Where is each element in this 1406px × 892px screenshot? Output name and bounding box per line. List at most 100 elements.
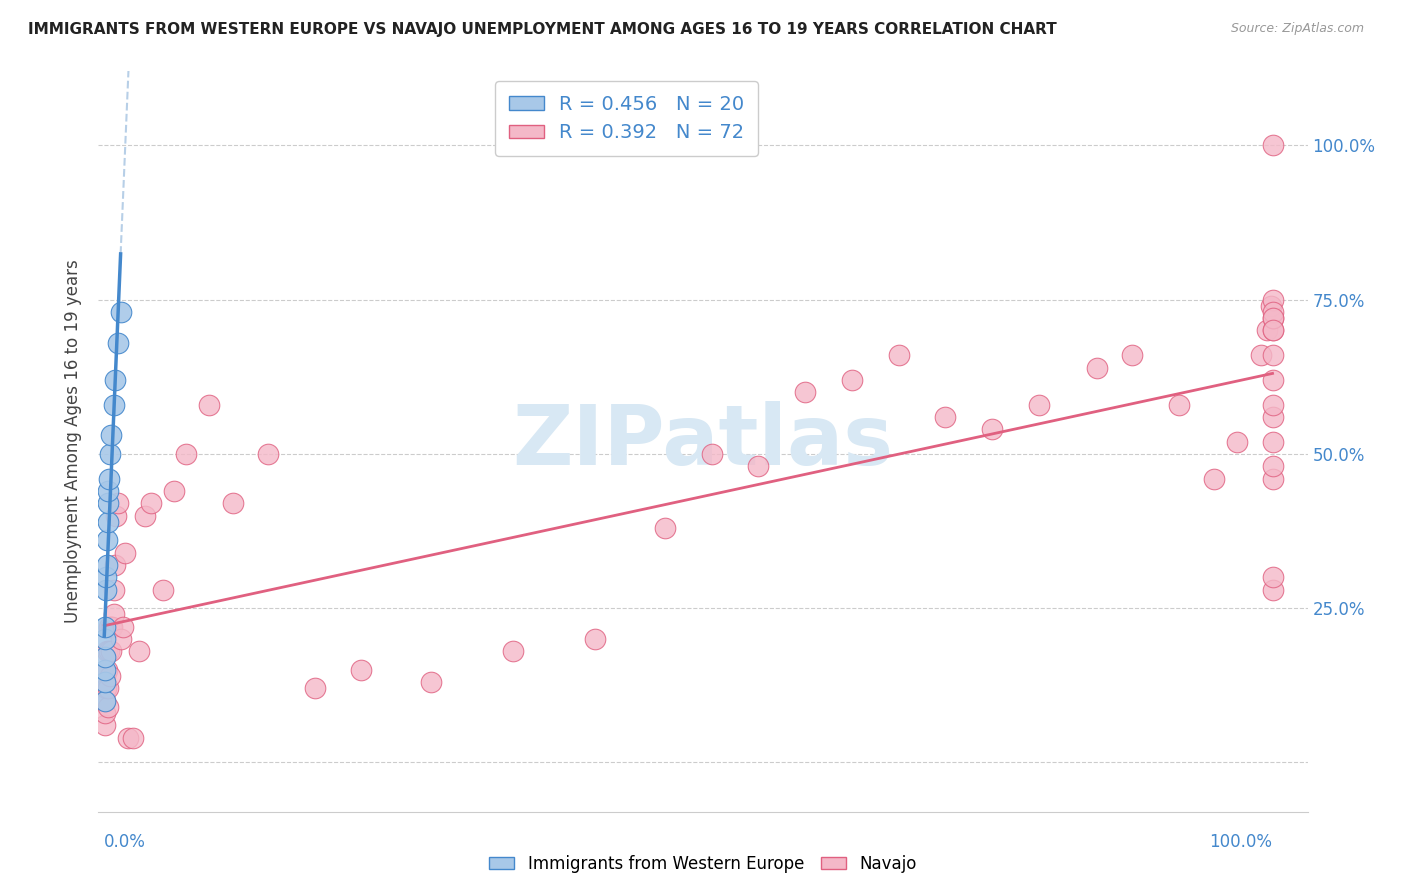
Point bbox=[94, 694, 117, 708]
Point bbox=[98, 669, 121, 683]
Point bbox=[1085, 360, 1108, 375]
Point bbox=[97, 619, 120, 633]
Point bbox=[1261, 324, 1284, 338]
Point bbox=[420, 675, 443, 690]
Point bbox=[94, 681, 117, 696]
Point bbox=[981, 422, 1004, 436]
Point bbox=[1261, 570, 1284, 584]
Point bbox=[94, 632, 117, 646]
Point bbox=[174, 447, 197, 461]
Point bbox=[94, 650, 117, 665]
Point bbox=[1261, 398, 1284, 412]
Point bbox=[198, 398, 221, 412]
Point bbox=[103, 607, 125, 622]
Point bbox=[1261, 582, 1284, 597]
Point bbox=[98, 447, 121, 461]
Point bbox=[1168, 398, 1191, 412]
Point bbox=[654, 521, 676, 535]
Point bbox=[104, 508, 127, 523]
Point bbox=[117, 731, 139, 745]
Point bbox=[747, 459, 769, 474]
Point bbox=[110, 305, 132, 319]
Point bbox=[94, 669, 117, 683]
Point bbox=[1261, 348, 1284, 362]
Point bbox=[97, 699, 120, 714]
Point bbox=[1250, 348, 1272, 362]
Text: Source: ZipAtlas.com: Source: ZipAtlas.com bbox=[1230, 22, 1364, 36]
Point bbox=[94, 675, 117, 690]
Point bbox=[152, 582, 174, 597]
Point bbox=[94, 663, 117, 677]
Point bbox=[222, 496, 245, 510]
Point bbox=[128, 644, 150, 658]
Point bbox=[1204, 471, 1226, 485]
Point bbox=[1261, 471, 1284, 485]
Point bbox=[163, 483, 186, 498]
Point bbox=[1121, 348, 1143, 362]
Point bbox=[700, 447, 723, 461]
Text: ZIPatlas: ZIPatlas bbox=[513, 401, 893, 482]
Point bbox=[1261, 293, 1284, 307]
Point bbox=[1261, 459, 1284, 474]
Point bbox=[94, 718, 117, 732]
Point bbox=[97, 681, 120, 696]
Point bbox=[94, 582, 117, 597]
Point bbox=[502, 644, 524, 658]
Point bbox=[350, 663, 373, 677]
Legend: Immigrants from Western Europe, Navajo: Immigrants from Western Europe, Navajo bbox=[482, 848, 924, 880]
Point bbox=[134, 508, 156, 523]
Point bbox=[1261, 434, 1284, 449]
Point bbox=[1261, 409, 1284, 424]
Point bbox=[101, 619, 124, 633]
Point bbox=[96, 663, 118, 677]
Point bbox=[256, 447, 278, 461]
Point bbox=[794, 385, 817, 400]
Point bbox=[97, 483, 120, 498]
Point bbox=[304, 681, 326, 696]
Text: 0.0%: 0.0% bbox=[104, 833, 146, 851]
Point bbox=[94, 706, 117, 720]
Point bbox=[1261, 324, 1284, 338]
Point bbox=[887, 348, 910, 362]
Point bbox=[100, 644, 122, 658]
Point bbox=[1226, 434, 1249, 449]
Point bbox=[111, 619, 134, 633]
Point bbox=[1261, 311, 1284, 326]
Point bbox=[1261, 138, 1284, 153]
Point bbox=[107, 496, 129, 510]
Point bbox=[94, 694, 117, 708]
Point bbox=[94, 619, 117, 633]
Text: IMMIGRANTS FROM WESTERN EUROPE VS NAVAJO UNEMPLOYMENT AMONG AGES 16 TO 19 YEARS : IMMIGRANTS FROM WESTERN EUROPE VS NAVAJO… bbox=[28, 22, 1057, 37]
Point bbox=[96, 558, 118, 572]
Point bbox=[583, 632, 606, 646]
Point bbox=[103, 398, 125, 412]
Point bbox=[1261, 311, 1284, 326]
Y-axis label: Unemployment Among Ages 16 to 19 years: Unemployment Among Ages 16 to 19 years bbox=[65, 260, 83, 624]
Point bbox=[122, 731, 145, 745]
Point bbox=[1260, 299, 1282, 313]
Legend: R = 0.456   N = 20, R = 0.392   N = 72: R = 0.456 N = 20, R = 0.392 N = 72 bbox=[495, 81, 758, 156]
Point bbox=[1028, 398, 1050, 412]
Point bbox=[94, 570, 117, 584]
Point bbox=[104, 558, 127, 572]
Point bbox=[100, 619, 122, 633]
Point bbox=[96, 644, 118, 658]
Point bbox=[103, 582, 125, 597]
Point bbox=[114, 546, 136, 560]
Point bbox=[97, 471, 120, 485]
Point bbox=[97, 515, 120, 529]
Point bbox=[97, 496, 120, 510]
Point bbox=[1256, 324, 1278, 338]
Point bbox=[96, 533, 118, 548]
Point bbox=[1261, 305, 1284, 319]
Point bbox=[100, 428, 122, 442]
Point bbox=[934, 409, 956, 424]
Text: 100.0%: 100.0% bbox=[1209, 833, 1272, 851]
Point bbox=[97, 644, 120, 658]
Point bbox=[104, 373, 127, 387]
Point bbox=[1261, 373, 1284, 387]
Point bbox=[110, 632, 132, 646]
Point bbox=[841, 373, 863, 387]
Point bbox=[107, 335, 129, 350]
Point bbox=[139, 496, 162, 510]
